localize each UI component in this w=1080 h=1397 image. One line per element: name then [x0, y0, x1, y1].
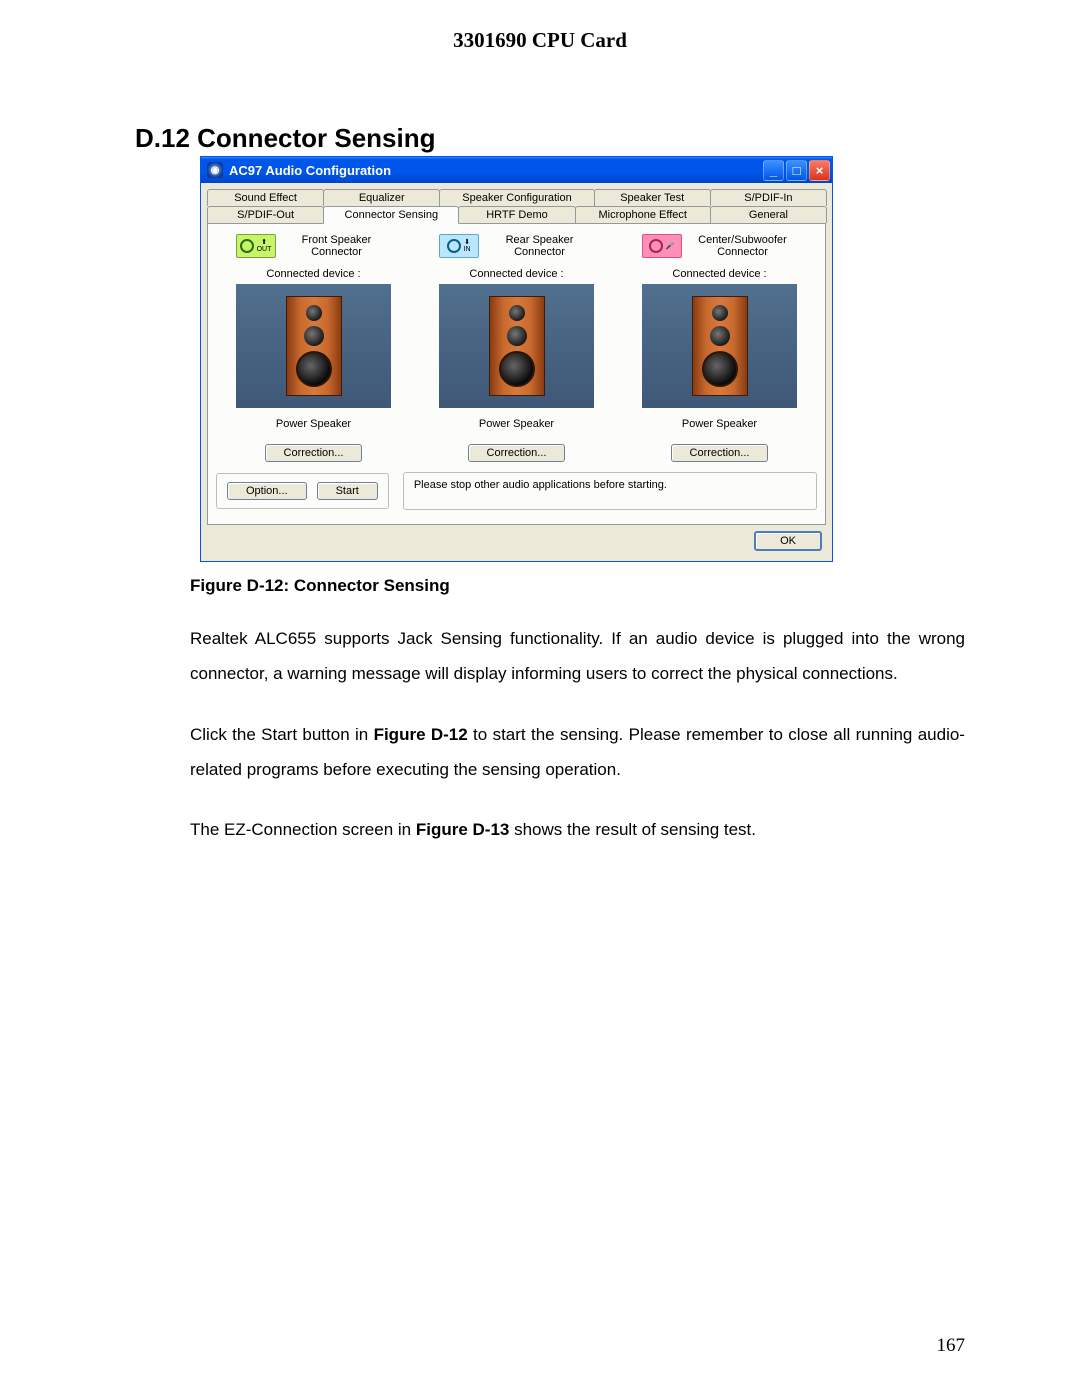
- tabs: Sound Effect Equalizer Speaker Configura…: [207, 189, 826, 525]
- tab-hrtf-demo[interactable]: HRTF Demo: [458, 206, 575, 223]
- minimize-icon[interactable]: _: [763, 160, 784, 181]
- speaker-image: [439, 284, 594, 408]
- ok-row: OK: [207, 525, 826, 555]
- jack-icon: 🎤: [642, 234, 682, 258]
- ok-button[interactable]: OK: [754, 531, 822, 551]
- correction-button[interactable]: Correction...: [671, 444, 769, 462]
- paragraph-3: The EZ-Connection screen in Figure D-13 …: [190, 813, 965, 848]
- tab-microphone-effect[interactable]: Microphone Effect: [575, 206, 711, 223]
- paragraph-1: Realtek ALC655 supports Jack Sensing fun…: [190, 622, 965, 692]
- connector-col-2: 🎤Center/SubwooferConnector Connected devi…: [622, 234, 817, 462]
- section-heading: D.12 Connector Sensing: [135, 123, 1080, 154]
- p2-pre: Click the Start button in: [190, 725, 374, 744]
- jack-icon: ⬆ OUT: [236, 234, 276, 258]
- tab-equalizer[interactable]: Equalizer: [323, 189, 440, 206]
- connected-device-label: Connected device :: [469, 268, 563, 280]
- option-button[interactable]: Option...: [227, 482, 307, 500]
- device-name: Power Speaker: [479, 418, 554, 430]
- option-group: Option... Start: [216, 473, 389, 509]
- p3-pre: The EZ-Connection screen in: [190, 820, 416, 839]
- connector-title: Rear SpeakerConnector: [485, 234, 595, 258]
- speaker-box-icon: [692, 296, 748, 396]
- jack-icon: ⬇ IN: [439, 234, 479, 258]
- tab-general[interactable]: General: [710, 206, 827, 223]
- close-icon[interactable]: ×: [809, 160, 830, 181]
- connector-header: 🎤Center/SubwooferConnector: [622, 234, 817, 258]
- app-icon: ◉: [207, 162, 223, 178]
- bottom-area: Option... Start Please stop other audio …: [216, 472, 817, 510]
- speaker-image: [236, 284, 391, 408]
- speaker-box-icon: [489, 296, 545, 396]
- correction-button[interactable]: Correction...: [265, 444, 363, 462]
- connector-title: Center/SubwooferConnector: [688, 234, 798, 258]
- speaker-image: [642, 284, 797, 408]
- correction-button[interactable]: Correction...: [468, 444, 566, 462]
- window-title: AC97 Audio Configuration: [229, 163, 763, 178]
- device-name: Power Speaker: [276, 418, 351, 430]
- tab-spdif-out[interactable]: S/PDIF-Out: [207, 206, 324, 223]
- maximize-icon[interactable]: □: [786, 160, 807, 181]
- connectors-row: ⬆ OUTFront SpeakerConnector Connected dev…: [216, 234, 817, 462]
- connector-col-0: ⬆ OUTFront SpeakerConnector Connected dev…: [216, 234, 411, 462]
- speaker-box-icon: [286, 296, 342, 396]
- p3-post: shows the result of sensing test.: [509, 820, 756, 839]
- tab-speaker-configuration[interactable]: Speaker Configuration: [439, 189, 594, 206]
- connected-device-label: Connected device :: [266, 268, 360, 280]
- tab-body: ⬆ OUTFront SpeakerConnector Connected dev…: [207, 223, 826, 525]
- ac97-window: ◉ AC97 Audio Configuration _ □ × Sound E…: [200, 156, 833, 562]
- tabs-row-1: Sound Effect Equalizer Speaker Configura…: [207, 189, 826, 206]
- page-number: 167: [937, 1335, 966, 1357]
- p2-bold: Figure D-12: [374, 725, 468, 744]
- paragraph-2: Click the Start button in Figure D-12 to…: [190, 718, 965, 788]
- page-header: 3301690 CPU Card: [0, 0, 1080, 53]
- titlebar[interactable]: ◉ AC97 Audio Configuration _ □ ×: [201, 157, 832, 183]
- tab-spdif-in[interactable]: S/PDIF-In: [710, 189, 827, 206]
- connector-header: ⬇ INRear SpeakerConnector: [419, 234, 614, 258]
- hint-text: Please stop other audio applications bef…: [403, 472, 817, 510]
- connector-title: Front SpeakerConnector: [282, 234, 392, 258]
- client-area: Sound Effect Equalizer Speaker Configura…: [201, 183, 832, 561]
- start-button[interactable]: Start: [317, 482, 378, 500]
- figure-caption: Figure D-12: Connector Sensing: [190, 576, 1080, 596]
- p3-bold: Figure D-13: [416, 820, 510, 839]
- connected-device-label: Connected device :: [672, 268, 766, 280]
- tab-speaker-test[interactable]: Speaker Test: [594, 189, 711, 206]
- device-name: Power Speaker: [682, 418, 757, 430]
- tab-sound-effect[interactable]: Sound Effect: [207, 189, 324, 206]
- tab-connector-sensing[interactable]: Connector Sensing: [323, 206, 459, 224]
- connector-header: ⬆ OUTFront SpeakerConnector: [216, 234, 411, 258]
- connector-col-1: ⬇ INRear SpeakerConnector Connected devic…: [419, 234, 614, 462]
- tabs-row-2: S/PDIF-Out Connector Sensing HRTF Demo M…: [207, 206, 826, 223]
